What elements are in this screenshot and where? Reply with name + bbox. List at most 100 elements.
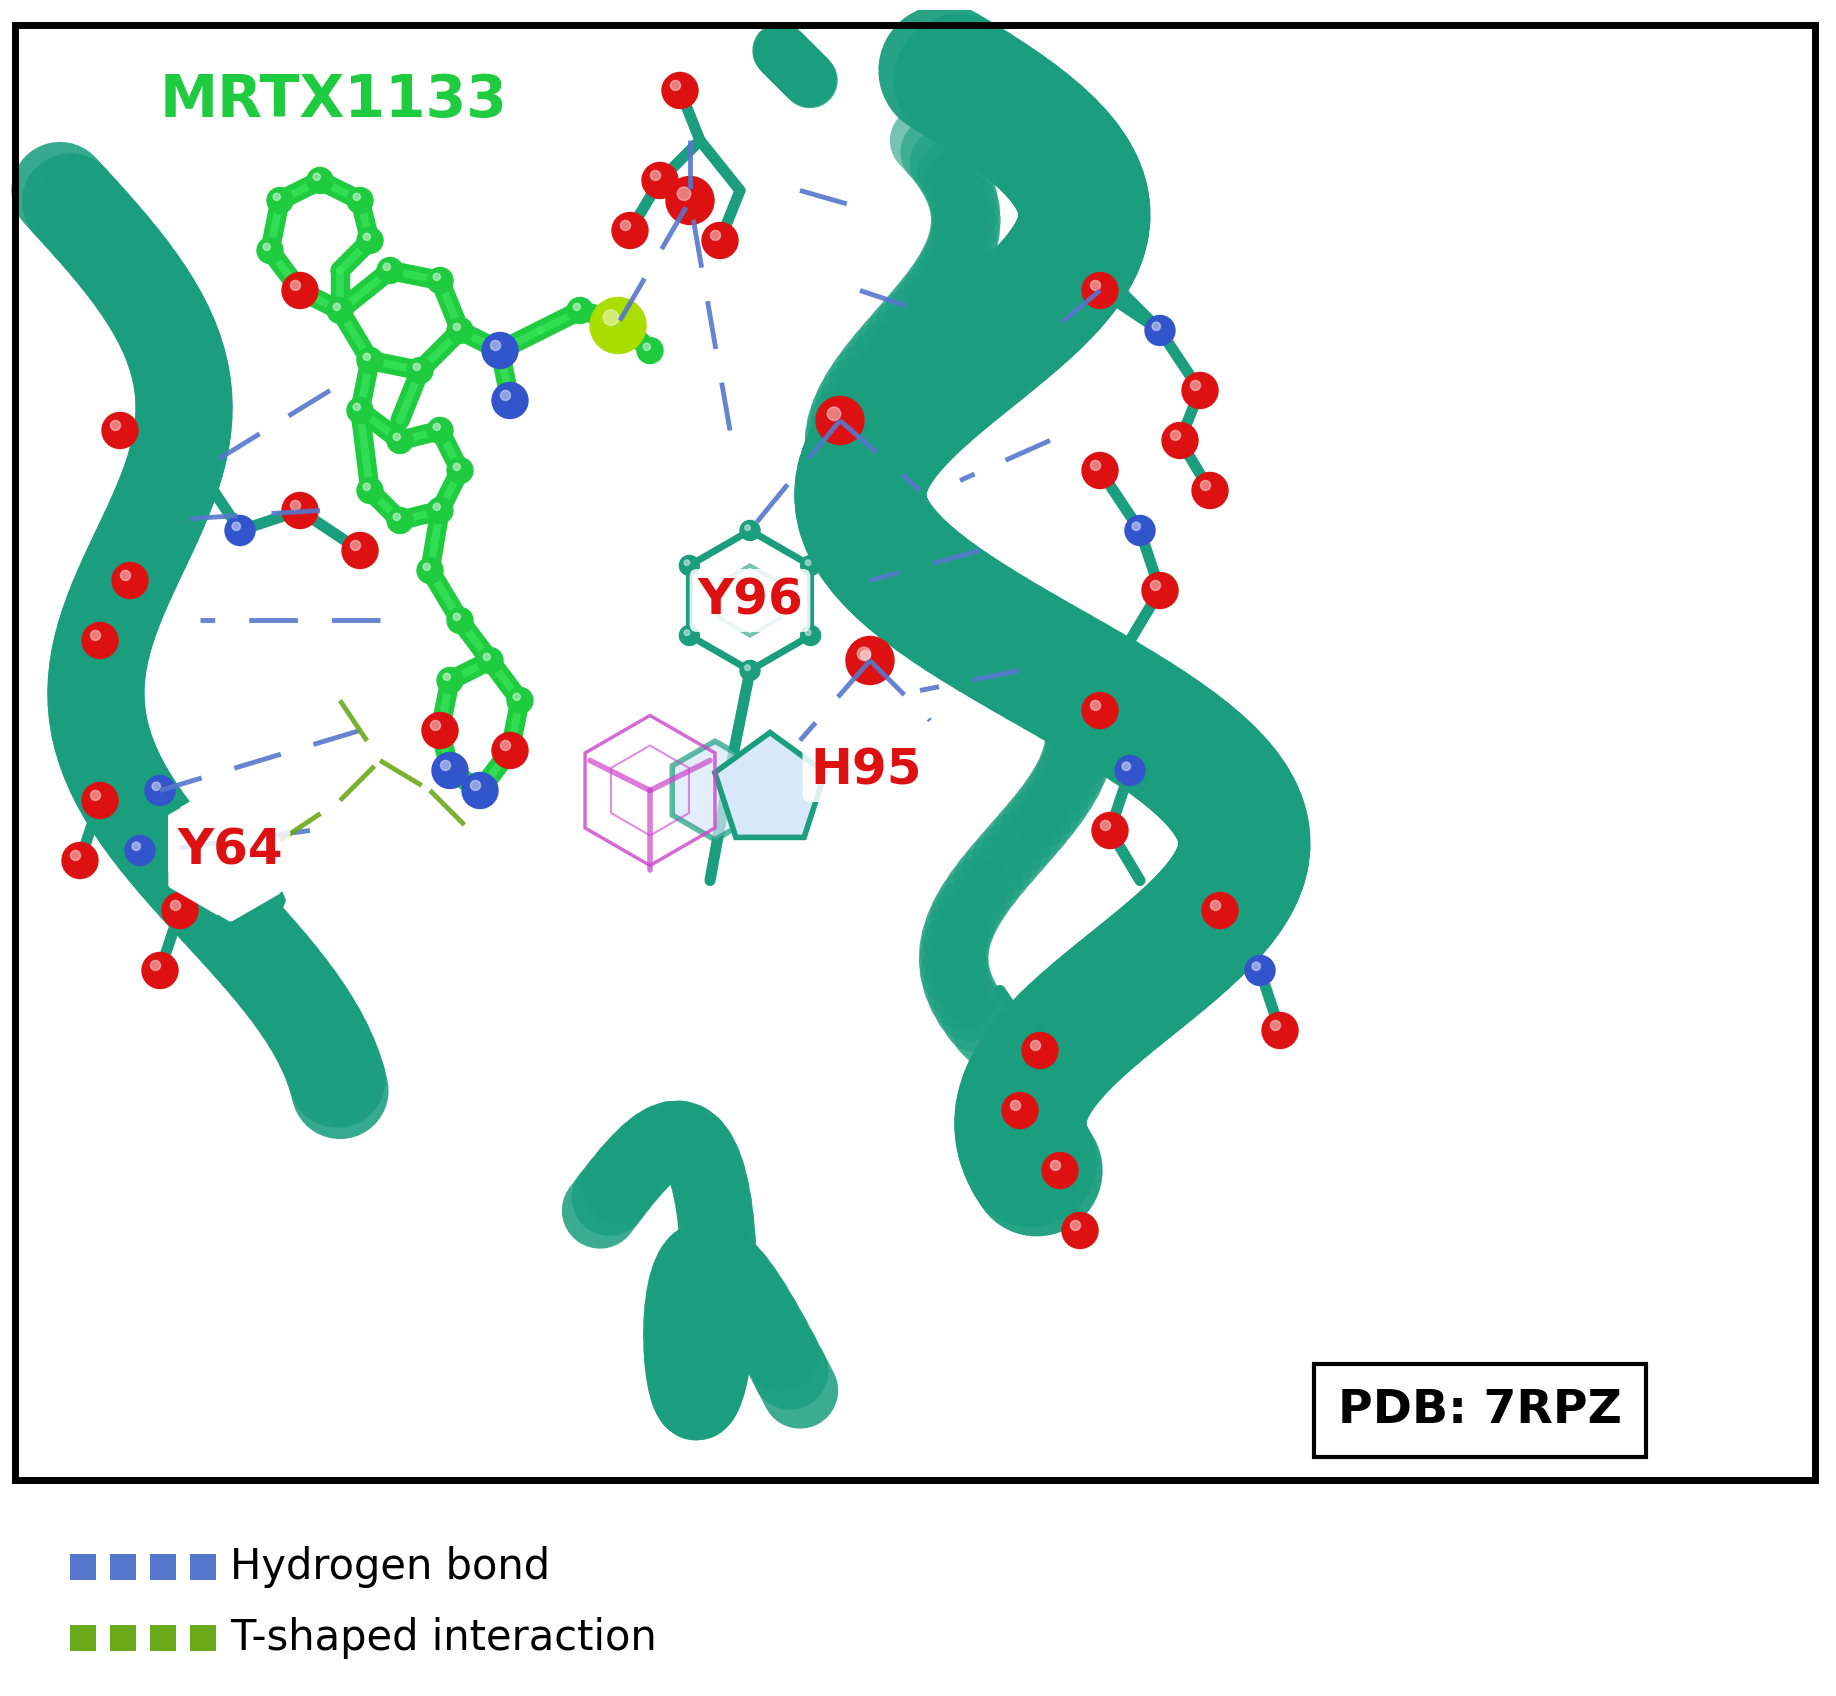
Circle shape — [341, 533, 378, 568]
Circle shape — [307, 168, 332, 193]
Circle shape — [567, 297, 593, 324]
Circle shape — [453, 614, 461, 621]
Circle shape — [740, 660, 760, 680]
Circle shape — [670, 80, 681, 90]
Circle shape — [1203, 892, 1237, 928]
Circle shape — [145, 775, 174, 806]
Circle shape — [1043, 1153, 1078, 1189]
Circle shape — [621, 220, 630, 231]
Circle shape — [446, 458, 474, 483]
Circle shape — [470, 780, 481, 790]
Circle shape — [483, 653, 490, 660]
Circle shape — [433, 504, 441, 510]
Circle shape — [364, 483, 371, 490]
Circle shape — [70, 850, 81, 860]
Circle shape — [604, 310, 619, 326]
Circle shape — [1030, 1040, 1041, 1050]
Circle shape — [417, 558, 442, 583]
Circle shape — [353, 404, 360, 410]
Text: Y64: Y64 — [178, 826, 283, 875]
Circle shape — [857, 648, 870, 660]
Bar — [110, 1554, 136, 1579]
Circle shape — [1162, 422, 1199, 458]
Circle shape — [428, 417, 453, 443]
Circle shape — [806, 629, 812, 636]
Circle shape — [1190, 380, 1201, 390]
Circle shape — [90, 631, 101, 641]
Circle shape — [828, 407, 841, 421]
Circle shape — [387, 507, 413, 534]
Bar — [151, 1554, 176, 1579]
Text: Hydrogen bond: Hydrogen bond — [230, 1545, 551, 1587]
Circle shape — [1081, 273, 1118, 309]
Circle shape — [393, 514, 400, 521]
Circle shape — [1245, 955, 1274, 985]
Text: T-shaped interaction: T-shaped interaction — [230, 1618, 657, 1659]
Circle shape — [685, 629, 690, 636]
Circle shape — [1081, 453, 1118, 488]
Circle shape — [701, 222, 738, 258]
Circle shape — [745, 665, 751, 670]
Circle shape — [1201, 480, 1210, 490]
Circle shape — [1271, 1021, 1280, 1031]
Circle shape — [512, 694, 520, 700]
Circle shape — [152, 782, 160, 790]
Circle shape — [431, 753, 468, 789]
Polygon shape — [171, 782, 288, 919]
Circle shape — [274, 193, 281, 200]
Circle shape — [1091, 280, 1100, 290]
Circle shape — [1081, 692, 1118, 729]
Circle shape — [611, 212, 648, 249]
Circle shape — [387, 427, 413, 453]
Circle shape — [1192, 473, 1228, 509]
Circle shape — [446, 317, 474, 344]
Circle shape — [463, 772, 498, 809]
Circle shape — [1146, 315, 1175, 346]
Circle shape — [151, 960, 160, 970]
Circle shape — [679, 556, 700, 575]
Circle shape — [1023, 1033, 1058, 1068]
Circle shape — [1050, 1160, 1061, 1170]
Circle shape — [226, 516, 255, 546]
Circle shape — [1151, 322, 1160, 331]
Circle shape — [422, 563, 430, 570]
Circle shape — [347, 188, 373, 214]
Circle shape — [437, 668, 463, 694]
Circle shape — [393, 432, 400, 441]
Circle shape — [643, 343, 650, 351]
Circle shape — [637, 338, 663, 363]
Circle shape — [1261, 1013, 1298, 1048]
Circle shape — [1114, 755, 1146, 785]
Circle shape — [353, 193, 360, 200]
Bar — [110, 1625, 136, 1652]
Circle shape — [290, 280, 301, 290]
Bar — [70, 1625, 95, 1652]
Circle shape — [1070, 1221, 1081, 1231]
Circle shape — [501, 741, 510, 750]
Circle shape — [861, 650, 870, 660]
Circle shape — [62, 843, 97, 879]
Circle shape — [1091, 700, 1100, 711]
Circle shape — [231, 522, 241, 531]
Circle shape — [266, 188, 294, 214]
Circle shape — [1002, 1092, 1037, 1128]
Circle shape — [263, 243, 270, 251]
Circle shape — [356, 478, 384, 504]
Circle shape — [806, 560, 812, 565]
Circle shape — [1092, 812, 1127, 848]
Circle shape — [679, 626, 700, 646]
Circle shape — [1091, 460, 1100, 470]
Circle shape — [162, 892, 198, 928]
Circle shape — [257, 237, 283, 263]
Circle shape — [846, 636, 894, 685]
Circle shape — [453, 324, 461, 331]
Bar — [189, 1625, 217, 1652]
Bar — [189, 1554, 217, 1579]
Circle shape — [125, 836, 154, 865]
Circle shape — [492, 383, 529, 419]
Circle shape — [110, 421, 121, 431]
Circle shape — [351, 541, 360, 551]
Circle shape — [364, 353, 371, 361]
Circle shape — [332, 304, 340, 310]
Circle shape — [433, 424, 441, 431]
